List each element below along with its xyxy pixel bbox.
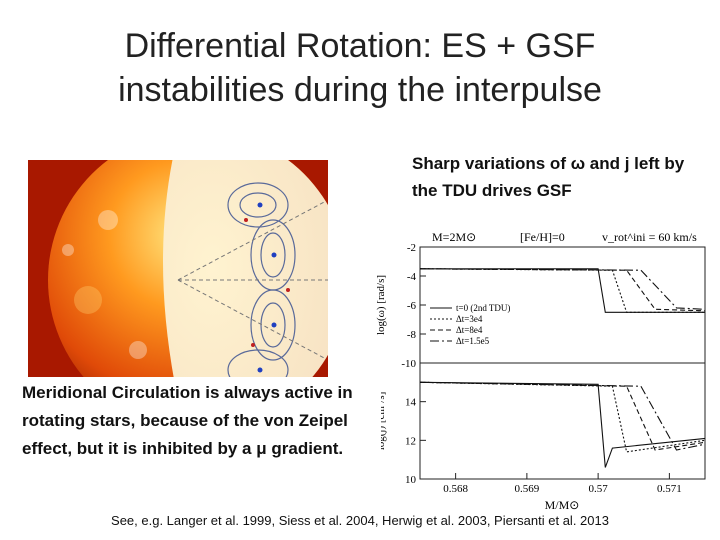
j-ytick-label: 10 [405, 474, 417, 486]
xtick-label: 0.568 [443, 483, 468, 495]
xtick-label: 0.571 [657, 483, 682, 495]
omega-series-line [419, 268, 706, 310]
slide-title: Differential Rotation: ES + GSF instabil… [118, 27, 602, 109]
omega-ytick-label: -2 [407, 242, 416, 254]
j-series-line [419, 381, 706, 451]
omega-ytick-label: -10 [401, 358, 416, 370]
omega-ytick-label: -4 [407, 271, 417, 283]
omega-ytick-label: -8 [407, 329, 417, 341]
legend-label: Δt=3e4 [456, 314, 483, 324]
j-series-line [419, 381, 706, 451]
cutaway-wedge [163, 160, 328, 385]
chart-header-mass: M=2M⊙ [432, 230, 476, 244]
j-series-line [419, 381, 706, 453]
meridional-note: Meridional Circulation is always active … [18, 377, 381, 465]
x-axis-label: M/M⊙ [545, 498, 580, 512]
omega-ytick-label: -6 [407, 300, 417, 312]
omega-axis-label: log(ω) [rad/s] [375, 275, 387, 335]
chart-header-feh: [Fe/H]=0 [520, 230, 565, 244]
references: See, e.g. Langer et al. 1999, Siess et a… [111, 513, 609, 528]
gsf-note: Sharp variations of ω and j left by the … [412, 154, 685, 200]
xtick-label: 0.569 [515, 483, 540, 495]
legend-label: Δt=8e4 [456, 325, 483, 335]
xtick-label: 0.57 [589, 483, 609, 495]
sun-cutaway-illustration [28, 160, 328, 385]
j-ytick-label: 12 [405, 435, 416, 447]
rotation-chart: M=2M⊙ [Fe/H]=0 v_rot^ini = 60 km/s log(ω… [375, 230, 706, 512]
chart-header-vrot: v_rot^ini = 60 km/s [602, 230, 697, 244]
j-series-line [419, 381, 706, 468]
legend-label: t=0 (2nd TDU) [456, 303, 510, 313]
legend-label: Δt=1.5e5 [456, 336, 490, 346]
circulation-loops [227, 182, 296, 385]
j-panel-frame [419, 362, 706, 480]
j-ytick-label: 14 [405, 397, 417, 409]
